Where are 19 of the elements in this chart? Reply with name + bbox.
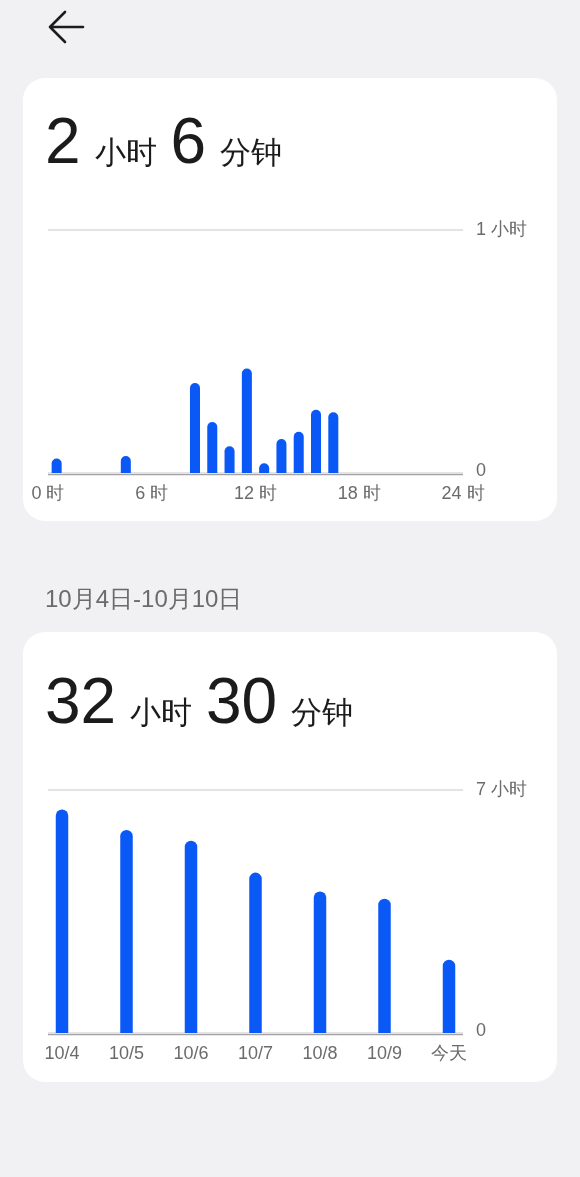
subtitle: 10月4日-10月10日 [45, 585, 243, 613]
x-category-label: 10/7 [238, 1042, 273, 1063]
x-tick-label: 12 时 [234, 482, 277, 503]
x-category-label: 10/8 [302, 1042, 338, 1063]
x-category-label: 10/4 [44, 1042, 80, 1063]
y-tick-label: 0 [476, 459, 486, 480]
x-category-label: 今天 [431, 1042, 467, 1063]
x-tick-label: 6 时 [135, 482, 169, 503]
y-tick-label: 1 小时 [476, 218, 527, 239]
x-category-label: 10/6 [173, 1042, 209, 1063]
title: 2 小时 6 分钟 [45, 105, 282, 177]
x-category-label: 10/9 [367, 1042, 402, 1063]
x-tick-label: 18 时 [337, 482, 381, 503]
title: 32 小时 30 分钟 [45, 665, 354, 737]
x-tick-label: 0 时 [31, 482, 65, 503]
x-category-label: 10/5 [109, 1042, 144, 1063]
y-tick-label: 7 小时 [476, 778, 527, 799]
y-tick-label: 0 [476, 1019, 486, 1040]
x-tick-label: 24 时 [441, 482, 485, 503]
